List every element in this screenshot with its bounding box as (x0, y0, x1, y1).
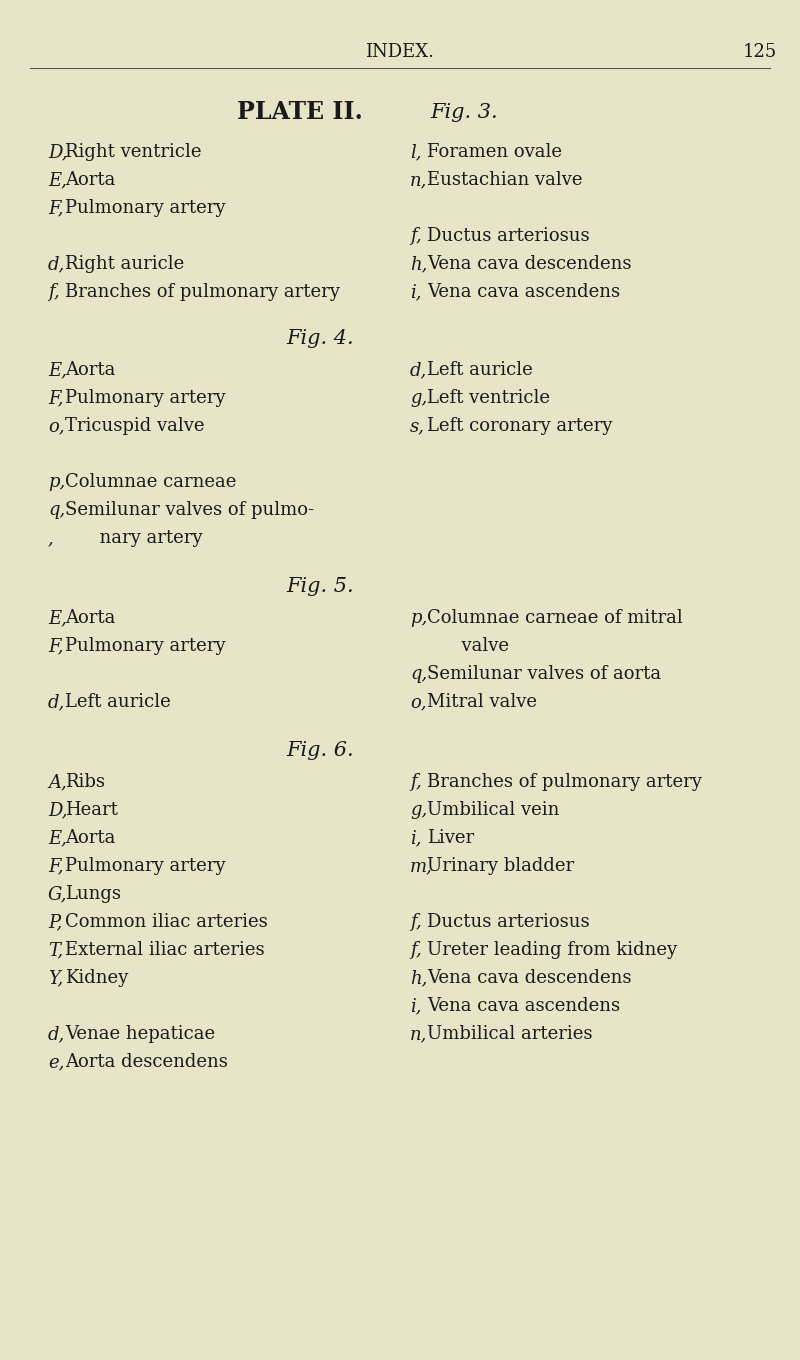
Text: Left coronary artery: Left coronary artery (427, 418, 612, 435)
Text: Vena cava ascendens: Vena cava ascendens (427, 997, 620, 1015)
Text: f,: f, (48, 283, 60, 301)
Text: p,: p, (48, 473, 66, 491)
Text: n,: n, (410, 171, 427, 189)
Text: Fig. 3.: Fig. 3. (430, 102, 498, 121)
Text: d,: d, (410, 360, 427, 379)
Text: INDEX.: INDEX. (366, 44, 434, 61)
Text: Right auricle: Right auricle (65, 256, 184, 273)
Text: q,: q, (410, 665, 427, 683)
Text: Branches of pulmonary artery: Branches of pulmonary artery (65, 283, 340, 301)
Text: Fig. 5.: Fig. 5. (286, 577, 354, 596)
Text: Venae hepaticae: Venae hepaticae (65, 1025, 215, 1043)
Text: i,: i, (410, 283, 422, 301)
Text: F,: F, (48, 857, 63, 874)
Text: Common iliac arteries: Common iliac arteries (65, 913, 268, 932)
Text: m,: m, (410, 857, 433, 874)
Text: Vena cava descendens: Vena cava descendens (427, 256, 631, 273)
Text: Pulmonary artery: Pulmonary artery (65, 199, 226, 218)
Text: Liver: Liver (427, 830, 474, 847)
Text: Eustachian valve: Eustachian valve (427, 171, 582, 189)
Text: i,: i, (410, 830, 422, 847)
Text: F,: F, (48, 389, 63, 407)
Text: f,: f, (410, 941, 422, 959)
Text: Aorta: Aorta (65, 360, 115, 379)
Text: o,: o, (410, 694, 426, 711)
Text: Pulmonary artery: Pulmonary artery (65, 857, 226, 874)
Text: Fig. 6.: Fig. 6. (286, 740, 354, 759)
Text: Semilunar valves of aorta: Semilunar valves of aorta (427, 665, 661, 683)
Text: D,: D, (48, 143, 67, 160)
Text: E,: E, (48, 609, 67, 627)
Text: Aorta: Aorta (65, 171, 115, 189)
Text: h,: h, (410, 256, 427, 273)
Text: Vena cava ascendens: Vena cava ascendens (427, 283, 620, 301)
Text: Left auricle: Left auricle (427, 360, 533, 379)
Text: Fig. 4.: Fig. 4. (286, 329, 354, 348)
Text: E,: E, (48, 360, 67, 379)
Text: f,: f, (410, 227, 422, 245)
Text: F,: F, (48, 199, 63, 218)
Text: Left auricle: Left auricle (65, 694, 170, 711)
Text: valve: valve (427, 636, 509, 656)
Text: Heart: Heart (65, 801, 118, 819)
Text: Umbilical vein: Umbilical vein (427, 801, 559, 819)
Text: p,: p, (410, 609, 427, 627)
Text: f,: f, (410, 913, 422, 932)
Text: f,: f, (410, 772, 422, 792)
Text: q,: q, (48, 500, 66, 520)
Text: Lungs: Lungs (65, 885, 121, 903)
Text: Ductus arteriosus: Ductus arteriosus (427, 913, 590, 932)
Text: Aorta descendens: Aorta descendens (65, 1053, 228, 1072)
Text: Pulmonary artery: Pulmonary artery (65, 389, 226, 407)
Text: s,: s, (410, 418, 425, 435)
Text: o,: o, (48, 418, 65, 435)
Text: PLATE II.: PLATE II. (237, 101, 363, 124)
Text: Columnae carneae of mitral: Columnae carneae of mitral (427, 609, 682, 627)
Text: Aorta: Aorta (65, 830, 115, 847)
Text: l,: l, (410, 143, 422, 160)
Text: d,: d, (48, 694, 66, 711)
Text: Pulmonary artery: Pulmonary artery (65, 636, 226, 656)
Text: g,: g, (410, 389, 427, 407)
Text: Umbilical arteries: Umbilical arteries (427, 1025, 593, 1043)
Text: nary artery: nary artery (65, 529, 202, 547)
Text: i,: i, (410, 997, 422, 1015)
Text: Foramen ovale: Foramen ovale (427, 143, 562, 160)
Text: Y,: Y, (48, 968, 63, 987)
Text: e,: e, (48, 1053, 64, 1072)
Text: T,: T, (48, 941, 63, 959)
Text: Mitral valve: Mitral valve (427, 694, 537, 711)
Text: E,: E, (48, 830, 67, 847)
Text: Ductus arteriosus: Ductus arteriosus (427, 227, 590, 245)
Text: A,: A, (48, 772, 66, 792)
Text: Left ventricle: Left ventricle (427, 389, 550, 407)
Text: Vena cava descendens: Vena cava descendens (427, 968, 631, 987)
Text: n,: n, (410, 1025, 427, 1043)
Text: Columnae carneae: Columnae carneae (65, 473, 236, 491)
Text: Aorta: Aorta (65, 609, 115, 627)
Text: Kidney: Kidney (65, 968, 128, 987)
Text: F,: F, (48, 636, 63, 656)
Text: d,: d, (48, 256, 66, 273)
Text: E,: E, (48, 171, 67, 189)
Text: Branches of pulmonary artery: Branches of pulmonary artery (427, 772, 702, 792)
Text: Semilunar valves of pulmo-: Semilunar valves of pulmo- (65, 500, 314, 520)
Text: G,: G, (48, 885, 67, 903)
Text: 125: 125 (743, 44, 777, 61)
Text: ,: , (48, 529, 54, 547)
Text: Right ventricle: Right ventricle (65, 143, 202, 160)
Text: External iliac arteries: External iliac arteries (65, 941, 265, 959)
Text: Ureter leading from kidney: Ureter leading from kidney (427, 941, 677, 959)
Text: Urinary bladder: Urinary bladder (427, 857, 574, 874)
Text: P,: P, (48, 913, 62, 932)
Text: D,: D, (48, 801, 67, 819)
Text: g,: g, (410, 801, 427, 819)
Text: Ribs: Ribs (65, 772, 105, 792)
Text: d,: d, (48, 1025, 66, 1043)
Text: h,: h, (410, 968, 427, 987)
Text: Tricuspid valve: Tricuspid valve (65, 418, 205, 435)
